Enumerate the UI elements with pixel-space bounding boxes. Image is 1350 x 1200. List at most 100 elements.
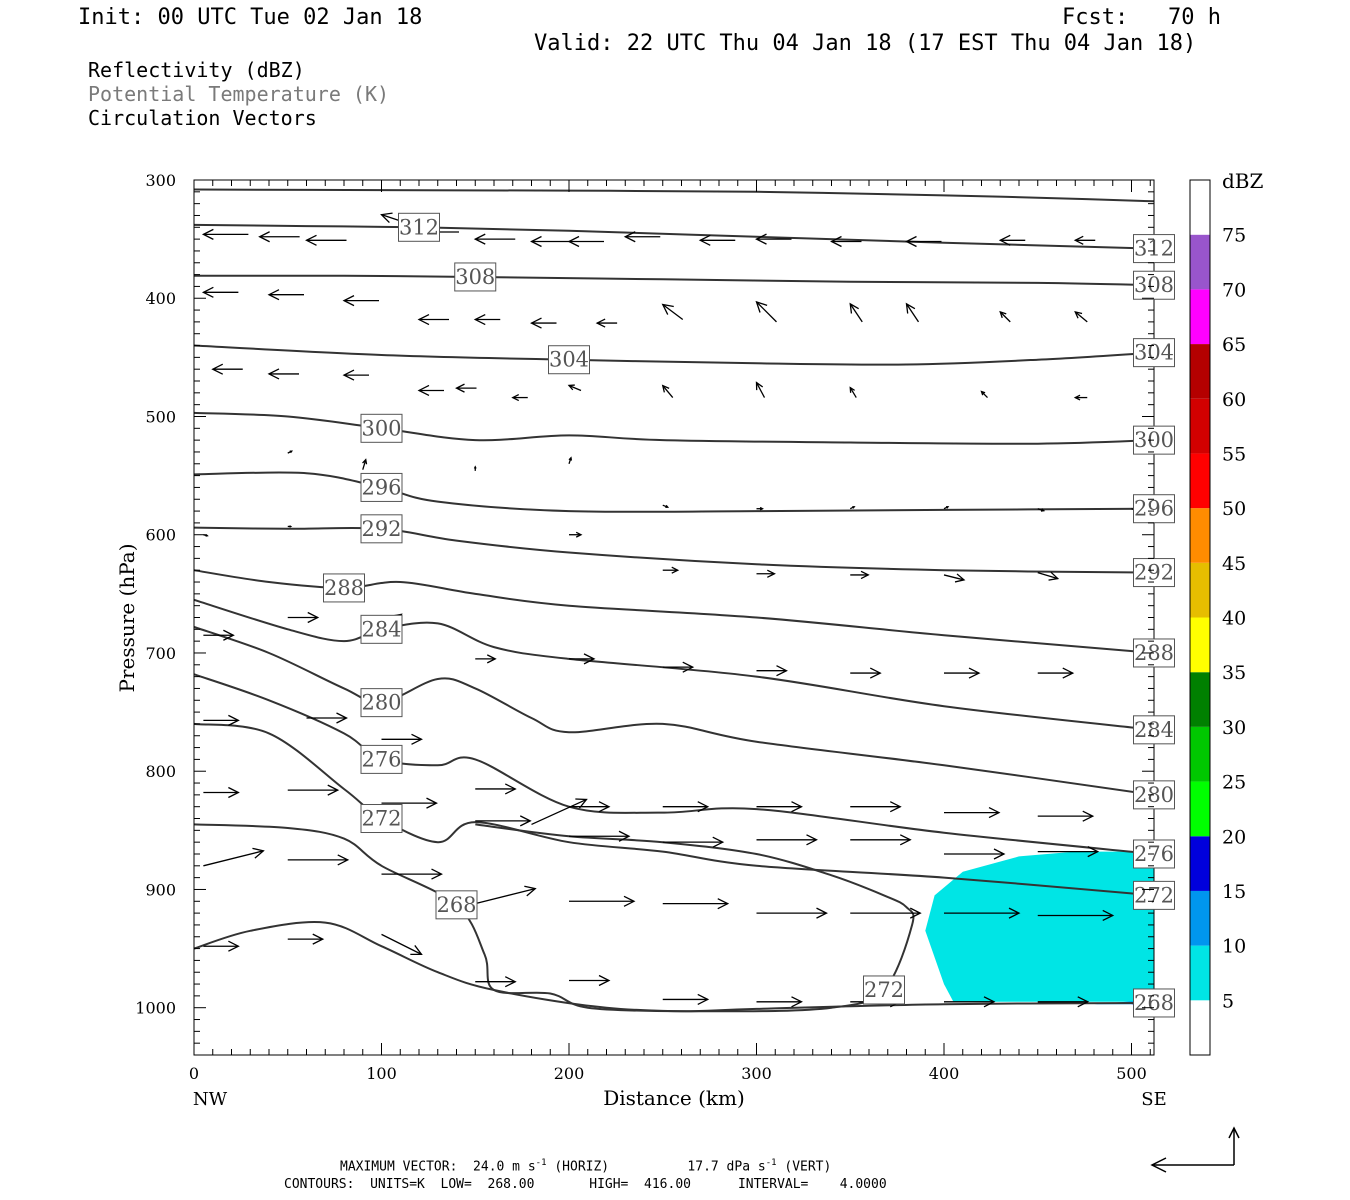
circulation-vector	[530, 317, 557, 329]
vector-shaft	[1037, 571, 1058, 580]
circulation-vector	[1037, 996, 1090, 1008]
y-tick-label: 800	[145, 762, 176, 781]
circulation-vector	[662, 504, 670, 509]
colorbar-bin	[1190, 781, 1210, 837]
circulation-vector	[455, 383, 477, 393]
circulation-vector	[267, 289, 304, 301]
circulation-vector	[849, 386, 857, 398]
vector-shaft	[203, 850, 264, 867]
circulation-vector	[944, 996, 996, 1008]
vector-head	[486, 654, 497, 664]
colorbar-bin	[1190, 945, 1210, 1001]
vector-head	[776, 665, 788, 677]
colorbar-tick-label: 5	[1222, 990, 1234, 1012]
vector-head	[755, 233, 767, 245]
y-tick-label: 300	[145, 171, 176, 190]
theta-contour-316	[193, 188, 1155, 203]
field-label-vectors: Circulation Vectors	[88, 106, 317, 130]
theta-label-304-a-box	[548, 345, 590, 375]
max-vector-note: MAXIMUM VECTOR: 24.0 m s-1 (HORIZ) 17.7 …	[340, 1158, 832, 1175]
vector-head	[568, 456, 573, 461]
circulation-vector	[569, 653, 596, 665]
circulation-vector	[362, 458, 368, 470]
theta-label-296-a: 296	[361, 475, 401, 499]
circulation-vector	[905, 302, 920, 323]
vector-head	[228, 786, 240, 799]
circulation-vector	[287, 933, 325, 945]
vector-head	[583, 653, 596, 665]
vector-head	[223, 629, 235, 641]
circulation-vector	[944, 807, 1001, 819]
vector-head	[980, 390, 986, 396]
theta-label-closed-272-box	[863, 975, 905, 1005]
circulation-vector	[381, 733, 423, 745]
colorbar-tick-label: 50	[1222, 498, 1246, 520]
circulation-vector	[287, 450, 294, 454]
circulation-vector	[287, 784, 340, 796]
y-tick-label: 600	[145, 526, 176, 545]
vector-head	[431, 868, 443, 880]
circulation-vector	[381, 868, 443, 880]
vector-head	[504, 976, 517, 988]
colorbar-tick-label: 55	[1222, 443, 1246, 465]
theta-label-292-b: 292	[1134, 561, 1174, 585]
circulation-vector	[342, 295, 379, 307]
theta-label-288-a: 288	[324, 576, 364, 600]
theta-label-284-b-box	[1133, 715, 1175, 745]
vector-head	[999, 310, 1007, 319]
theta-label-308-a-box	[454, 262, 497, 292]
colorbar-tick-label: 20	[1222, 826, 1246, 848]
vector-head	[791, 801, 803, 813]
reflectivity-layer	[925, 851, 1154, 1005]
circulation-vector	[830, 235, 862, 248]
circulation-vector	[662, 898, 730, 910]
colorbar-tick-label: 40	[1222, 608, 1246, 630]
vector-shaft	[905, 303, 920, 323]
circulation-vector	[287, 854, 350, 866]
reference-vector-icon	[1150, 1126, 1240, 1173]
vector-shaft	[849, 303, 863, 323]
x-right-end-label: SE	[1141, 1089, 1166, 1110]
theta-label-304-b: 304	[1134, 341, 1174, 365]
vector-head	[623, 895, 636, 907]
vector-head	[998, 234, 1011, 246]
vector-shaft	[755, 382, 766, 398]
circulation-vector	[998, 234, 1026, 246]
circulation-vector	[475, 976, 517, 988]
theta-contour-292	[193, 526, 1155, 574]
circulation-vector	[756, 996, 803, 1008]
vector-head	[849, 386, 855, 393]
theta-contour-276	[193, 673, 1155, 855]
circulation-vector	[417, 313, 449, 326]
y-tick-label: 900	[145, 880, 176, 899]
colorbar-tick-label: 65	[1222, 334, 1246, 356]
colorbar: 5 10 15 20 25 30 35 40 45 50 55 60 65 70 75	[1189, 179, 1246, 1056]
vector-head	[682, 661, 695, 673]
vector-head	[524, 885, 537, 897]
circulation-vector-layer	[201, 212, 1139, 1008]
vector-head	[905, 235, 917, 248]
field-label-theta: Potential Temperature (K)	[88, 82, 390, 106]
circulation-vector	[1037, 508, 1046, 512]
circulation-vector	[756, 506, 764, 511]
circulation-vector	[850, 667, 882, 679]
circulation-vector	[999, 310, 1011, 323]
circulation-vector	[1037, 571, 1060, 581]
circulation-vector	[203, 786, 240, 799]
circulation-vector	[595, 318, 618, 328]
vector-head	[755, 300, 768, 313]
circulation-vector	[475, 815, 532, 827]
reflectivity-area-1	[925, 851, 1154, 1002]
circulation-vector	[267, 368, 299, 380]
colorbar-frame	[1189, 179, 1211, 1056]
circulation-vector	[755, 233, 792, 245]
circulation-vector	[201, 228, 249, 240]
circulation-vector	[1073, 235, 1096, 245]
theta-label-288-b-box	[1133, 638, 1175, 668]
circulation-vector	[203, 714, 240, 726]
circulation-vector	[473, 465, 477, 471]
vector-head	[342, 295, 355, 307]
vector-head	[426, 797, 438, 809]
vector-shaft	[1074, 311, 1088, 323]
circulation-vector	[567, 384, 582, 392]
